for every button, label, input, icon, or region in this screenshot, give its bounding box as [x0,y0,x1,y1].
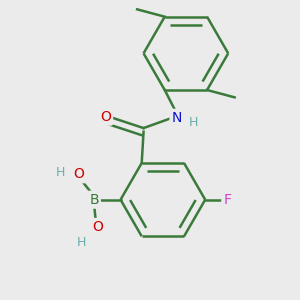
Text: O: O [92,220,103,234]
Text: H: H [56,166,66,179]
Text: H: H [189,116,198,129]
Text: O: O [100,110,111,124]
Text: H: H [76,236,86,249]
Text: B: B [89,193,99,207]
Text: N: N [172,111,182,125]
Text: O: O [74,167,84,181]
Text: F: F [223,193,231,207]
